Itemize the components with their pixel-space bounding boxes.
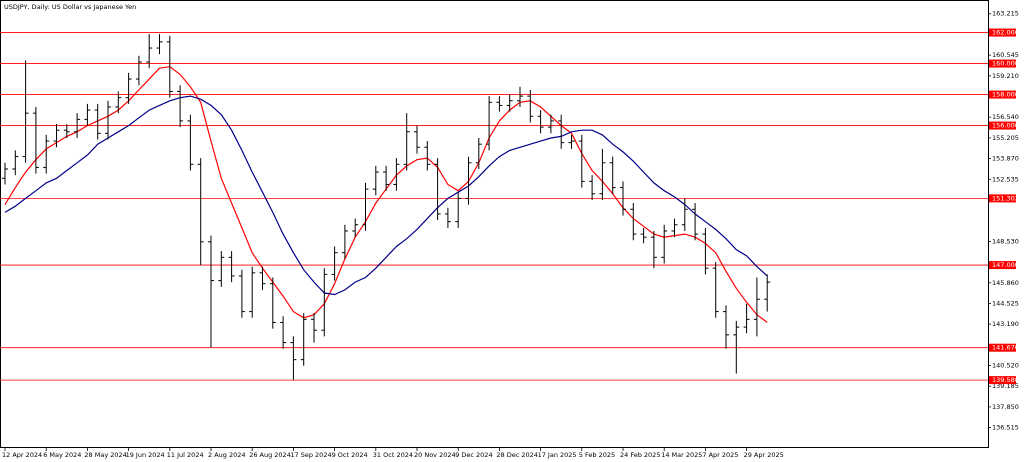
price-level-label: 147.000: [992, 261, 1019, 269]
y-tick-label: 148.530: [992, 237, 1019, 245]
x-tick-label: 12 Apr 2024: [2, 451, 42, 459]
x-tick-label: 5 Feb 2025: [579, 451, 615, 459]
price-level-tag: [989, 194, 1016, 203]
x-tick-label: 28 Dec 2024: [496, 451, 538, 459]
price-level-label: 160.000: [992, 60, 1019, 68]
y-tick-label: 139.185: [992, 382, 1019, 390]
x-tick-label: 9 Oct 2024: [332, 451, 368, 459]
y-tick-label: 160.545: [992, 51, 1019, 59]
price-level-tag: [989, 28, 1016, 37]
price-level-label: 158.000: [992, 91, 1019, 99]
price-level-label: 139.580: [992, 376, 1019, 384]
chart-title: USDJPY, Daily: US Dollar vs Japanese Yen: [4, 3, 136, 11]
y-tick-label: 153.870: [992, 155, 1019, 163]
x-tick-label: 29 Apr 2025: [744, 451, 784, 459]
x-tick-label: 17 Jan 2025: [538, 451, 577, 459]
y-tick-label: 145.860: [992, 279, 1019, 287]
y-tick-label: 152.535: [992, 175, 1019, 183]
price-level-label: 151.302: [992, 194, 1019, 202]
x-tick-label: 9 Dec 2024: [455, 451, 492, 459]
plot-frame: [0, 0, 989, 448]
y-tick-label: 155.205: [992, 134, 1019, 142]
x-tick-label: 20 Nov 2024: [414, 451, 456, 459]
x-tick-label: 24 Feb 2025: [620, 451, 660, 459]
x-tick-label: 17 Sep 2024: [290, 451, 331, 459]
x-tick-label: 14 Mar 2025: [661, 451, 702, 459]
moving-average: [4, 95, 768, 296]
y-tick-label: 140.520: [992, 362, 1019, 370]
x-tick-label: 31 Oct 2024: [373, 451, 413, 459]
price-level-label: 162.000: [992, 29, 1019, 37]
price-level-tag: [989, 376, 1016, 385]
price-level-label: 156.000: [992, 122, 1019, 130]
price-level-tag: [989, 90, 1016, 99]
x-tick-label: 2 Aug 2024: [208, 451, 246, 459]
x-tick-label: 26 Aug 2024: [249, 451, 291, 459]
x-tick-label: 7 Apr 2025: [702, 451, 738, 459]
y-tick-label: 144.525: [992, 299, 1019, 307]
x-tick-label: 28 May 2024: [84, 451, 126, 459]
x-tick-label: 11 Jul 2024: [167, 451, 204, 459]
x-tick-label: 6 May 2024: [43, 451, 81, 459]
y-tick-label: 137.850: [992, 403, 1019, 411]
y-tick-label: 163.215: [992, 10, 1019, 18]
y-tick-label: 156.540: [992, 113, 1019, 121]
y-tick-label: 159.210: [992, 72, 1019, 80]
price-level-tag: [989, 121, 1016, 130]
price-level-tag: [989, 343, 1016, 352]
price-level-label: 141.670: [992, 344, 1019, 352]
y-tick-label: 136.515: [992, 424, 1019, 432]
y-tick-label: 143.190: [992, 320, 1019, 328]
x-tick-label: 19 Jun 2024: [126, 451, 165, 459]
price-level-tag: [989, 59, 1016, 68]
price-level-tag: [989, 261, 1016, 270]
